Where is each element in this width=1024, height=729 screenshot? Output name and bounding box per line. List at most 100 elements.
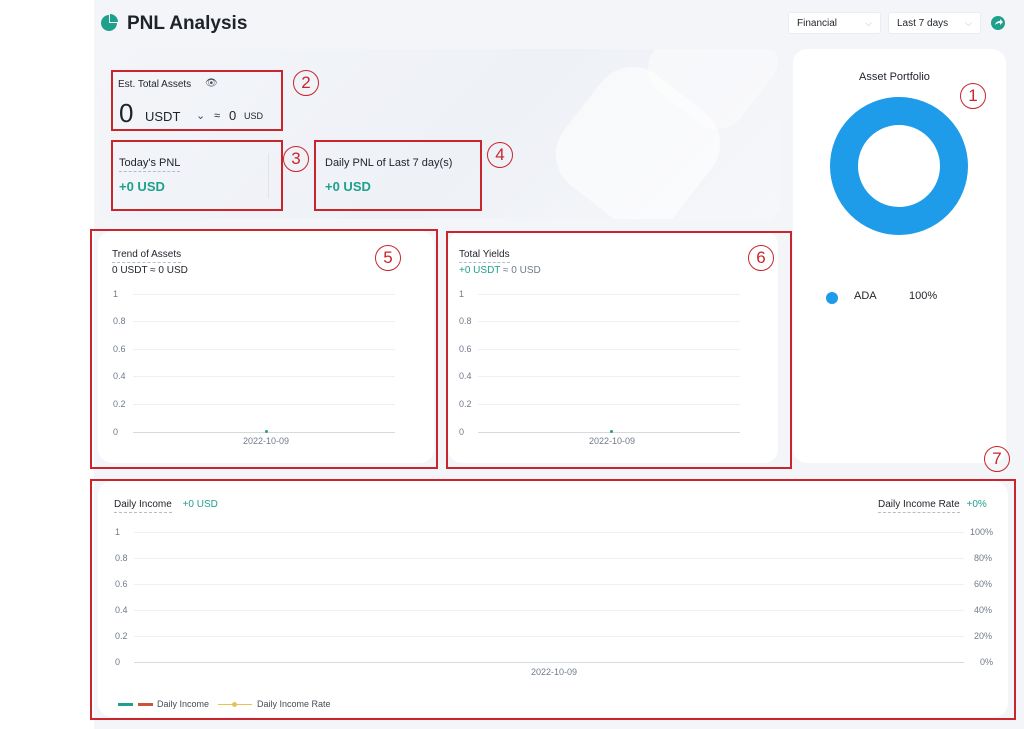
range-select-value: Last 7 days [897,17,949,29]
x-tick: 2022-10-09 [243,436,290,446]
legend-income-swatch-b [138,703,153,706]
y-tick: 0.6 [115,579,128,589]
gridline [134,610,964,611]
gridline [133,321,395,322]
legend-income-label[interactable]: Daily Income [157,699,210,709]
todays-pnl-label-wrap: Today's PNL [119,157,181,172]
y-tick: 0 [113,427,119,437]
account-select-value: Financial [797,17,838,29]
total-assets-value: 0 [119,98,134,128]
ada-legend-dot [826,292,838,304]
total-yields-card [448,231,778,463]
currency-label: USDT [145,109,181,124]
page-title: PNL Analysis [127,13,248,34]
y-tick: 0.8 [113,316,126,326]
yields-subtitle: +0 USDT ≈ 0 USD [459,265,541,276]
range-select[interactable]: Last 7 days ⌵ [888,12,981,34]
y-tick: 0 [115,657,121,667]
divider [268,153,269,198]
approx-symbol: ≈ [214,110,221,122]
trend-title-wrap: Trend of Assets [112,249,182,263]
gridline [478,376,740,377]
annotation-box-2 [111,70,283,131]
y-tick: 1 [459,289,465,299]
daily-income-header: Daily Income +0 USD [114,499,218,513]
y-tick: 1 [113,289,119,299]
data-point[interactable] [610,430,613,433]
daily-income-card [98,481,1008,717]
summary-card [98,49,780,219]
daily-pnl-label: Daily PNL of Last 7 day(s) [325,157,453,169]
ada-legend-name: ADA [854,290,877,302]
gridline [133,404,395,405]
chevron-down-icon[interactable]: ⌄ [196,110,206,122]
trend-subtitle: 0 USDT ≈ 0 USD [112,265,188,276]
left-margin [0,0,94,729]
annotation-badge-2: 2 [293,70,319,96]
y-tick-right: 40% [974,605,993,615]
y-tick-right: 0% [980,657,994,667]
y-tick-right: 20% [974,631,993,641]
yields-title: Total Yields [459,249,510,263]
portfolio-donut[interactable] [829,96,969,236]
gridline [478,321,740,322]
todays-pnl-label: Today's PNL [119,157,181,172]
currency-select[interactable]: USDT [145,109,180,124]
trend-of-assets-card [98,231,434,463]
chevron-down-icon: ⌵ [865,17,872,28]
annotation-badge-7: 7 [984,446,1010,472]
y-tick: 0.2 [115,631,128,641]
gridline [133,349,395,350]
annotation-box-7 [90,479,1016,720]
annotation-badge-6: 6 [748,245,774,271]
y-tick-right: 60% [974,579,993,589]
eye-icon[interactable]: 👁 [205,78,218,89]
gridline [134,584,964,585]
legend-rate-label[interactable]: Daily Income Rate [257,699,331,709]
y-tick: 0.2 [113,399,126,409]
ada-legend-pct: 100% [909,290,938,302]
annotation-badge-1: 1 [960,83,986,109]
yields-title-wrap: Total Yields [459,249,510,263]
legend-rate-dot [232,702,237,707]
gridline [133,376,395,377]
x-tick: 2022-10-09 [531,667,578,677]
y-tick: 0.6 [459,344,472,354]
share-button[interactable] [991,16,1005,30]
legend-income-swatch-a [118,703,133,706]
annotation-badge-3: 3 [283,146,309,172]
annotation-box-3 [111,140,283,211]
y-tick: 0.4 [459,371,472,381]
y-tick: 0.4 [113,371,126,381]
x-axis [134,662,964,663]
trend-title: Trend of Assets [112,249,182,263]
annotation-box-5 [90,229,438,469]
daily-pnl-value: +0 USD [325,179,371,194]
data-point[interactable] [265,430,268,433]
daily-income-rate-title: Daily Income Rate [878,499,960,513]
annotation-box-4 [314,140,482,211]
y-tick: 0.8 [115,553,128,563]
y-tick: 0 [459,427,465,437]
yields-approx: ≈ 0 USD [503,265,541,276]
usd-value: 0 [229,108,237,123]
chevron-down-icon: ⌵ [965,17,972,28]
account-select[interactable]: Financial ⌵ [788,12,881,34]
gridline [478,294,740,295]
daily-income-rate-value: +0% [966,499,987,510]
y-tick-right: 80% [974,553,993,563]
gridline [134,532,964,533]
daily-income-value: +0 USD [182,499,218,510]
daily-income-title: Daily Income [114,499,172,513]
gridline [133,294,395,295]
y-tick: 1 [115,527,121,537]
usd-unit: USD [244,111,264,121]
gridline [134,636,964,637]
donut-slice-ada[interactable] [830,97,968,235]
y-tick-right: 100% [970,527,994,537]
yields-value: +0 USDT [459,265,501,276]
gridline [478,349,740,350]
x-axis [133,432,395,433]
asset-portfolio-title: Asset Portfolio [859,71,930,83]
annotation-badge-5: 5 [375,245,401,271]
